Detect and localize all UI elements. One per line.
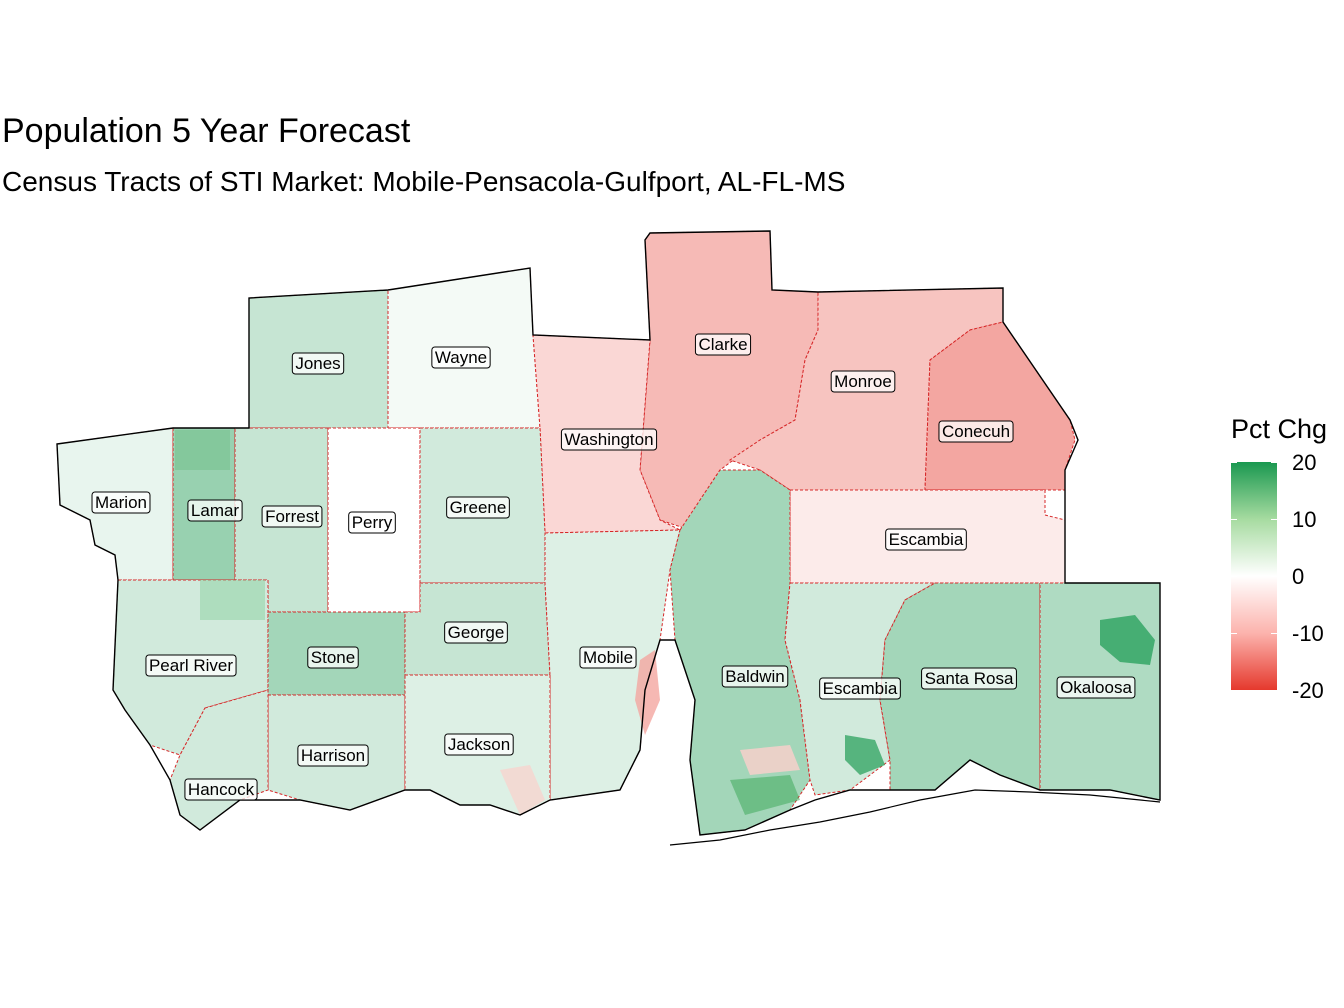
county-label-pearl-river: Pearl River (145, 654, 237, 677)
county-label-forrest: Forrest (261, 505, 323, 528)
market-boundary (56, 230, 1161, 836)
svg-text:Mobile: Mobile (583, 648, 633, 667)
map-subtitle: Census Tracts of STI Market: Mobile-Pens… (2, 166, 846, 197)
svg-text:Forrest: Forrest (265, 507, 319, 526)
county-label-baldwin: Baldwin (721, 665, 789, 688)
county-label-escambia: Escambia (819, 677, 901, 700)
county-label-jones: Jones (291, 352, 345, 375)
svg-text:Jackson: Jackson (448, 735, 510, 754)
svg-text:Baldwin: Baldwin (725, 667, 785, 686)
legend-tick-neg20: -20 (1292, 678, 1324, 703)
svg-text:Hancock: Hancock (188, 780, 255, 799)
svg-text:Escambia: Escambia (823, 679, 898, 698)
svg-text:Santa Rosa: Santa Rosa (925, 669, 1014, 688)
county-label-perry: Perry (348, 511, 396, 534)
county-label-wayne: Wayne (431, 346, 491, 369)
svg-text:George: George (448, 623, 505, 642)
county-label-harrison: Harrison (297, 744, 369, 767)
svg-text:Wayne: Wayne (435, 348, 487, 367)
svg-text:Perry: Perry (352, 513, 393, 532)
legend-tick-20: 20 (1292, 450, 1317, 475)
county-label-clarke: Clarke (694, 333, 752, 356)
svg-text:Okaloosa: Okaloosa (1060, 678, 1132, 697)
county-label-hancock: Hancock (184, 778, 258, 801)
county-label-greene: Greene (446, 496, 510, 519)
svg-text:Greene: Greene (450, 498, 507, 517)
county-label-santa-rosa: Santa Rosa (921, 667, 1017, 690)
legend-colorbar (1231, 462, 1277, 690)
svg-text:Harrison: Harrison (301, 746, 365, 765)
svg-text:Stone: Stone (311, 648, 355, 667)
county-label-washington: Washington (560, 428, 658, 451)
barrier-islands (669, 789, 1161, 846)
svg-text:Washington: Washington (564, 430, 653, 449)
svg-text:Monroe: Monroe (834, 372, 892, 391)
legend-tick-0: 0 (1292, 564, 1305, 589)
legend-title: Pct Chg (1231, 414, 1328, 444)
svg-text:Marion: Marion (95, 493, 147, 512)
county-label-conecuh: Conecuh (938, 420, 1014, 443)
svg-text:Lamar: Lamar (191, 501, 240, 520)
county-label-mobile: Mobile (579, 646, 637, 669)
svg-text:Escambia: Escambia (889, 530, 964, 549)
svg-text:Pearl River: Pearl River (149, 656, 233, 675)
county-label-monroe: Monroe (830, 370, 896, 393)
county-label-jackson: Jackson (444, 733, 514, 756)
county-label-george: George (444, 621, 508, 644)
map-title: Population 5 Year Forecast (2, 112, 411, 150)
county-label-marion: Marion (91, 491, 151, 514)
county-label-lamar: Lamar (187, 499, 243, 522)
svg-text:Jones: Jones (295, 354, 340, 373)
tract-highlights (175, 430, 1155, 815)
svg-text:Conecuh: Conecuh (942, 422, 1010, 441)
legend-tick-10: 10 (1292, 507, 1317, 532)
county-label-escambia: Escambia (885, 528, 967, 551)
county-label-okaloosa: Okaloosa (1056, 676, 1136, 699)
county-conecuh (924, 321, 1076, 491)
legend-tick-neg10: -10 (1292, 621, 1324, 646)
svg-text:Clarke: Clarke (698, 335, 747, 354)
county-label-stone: Stone (307, 646, 359, 669)
